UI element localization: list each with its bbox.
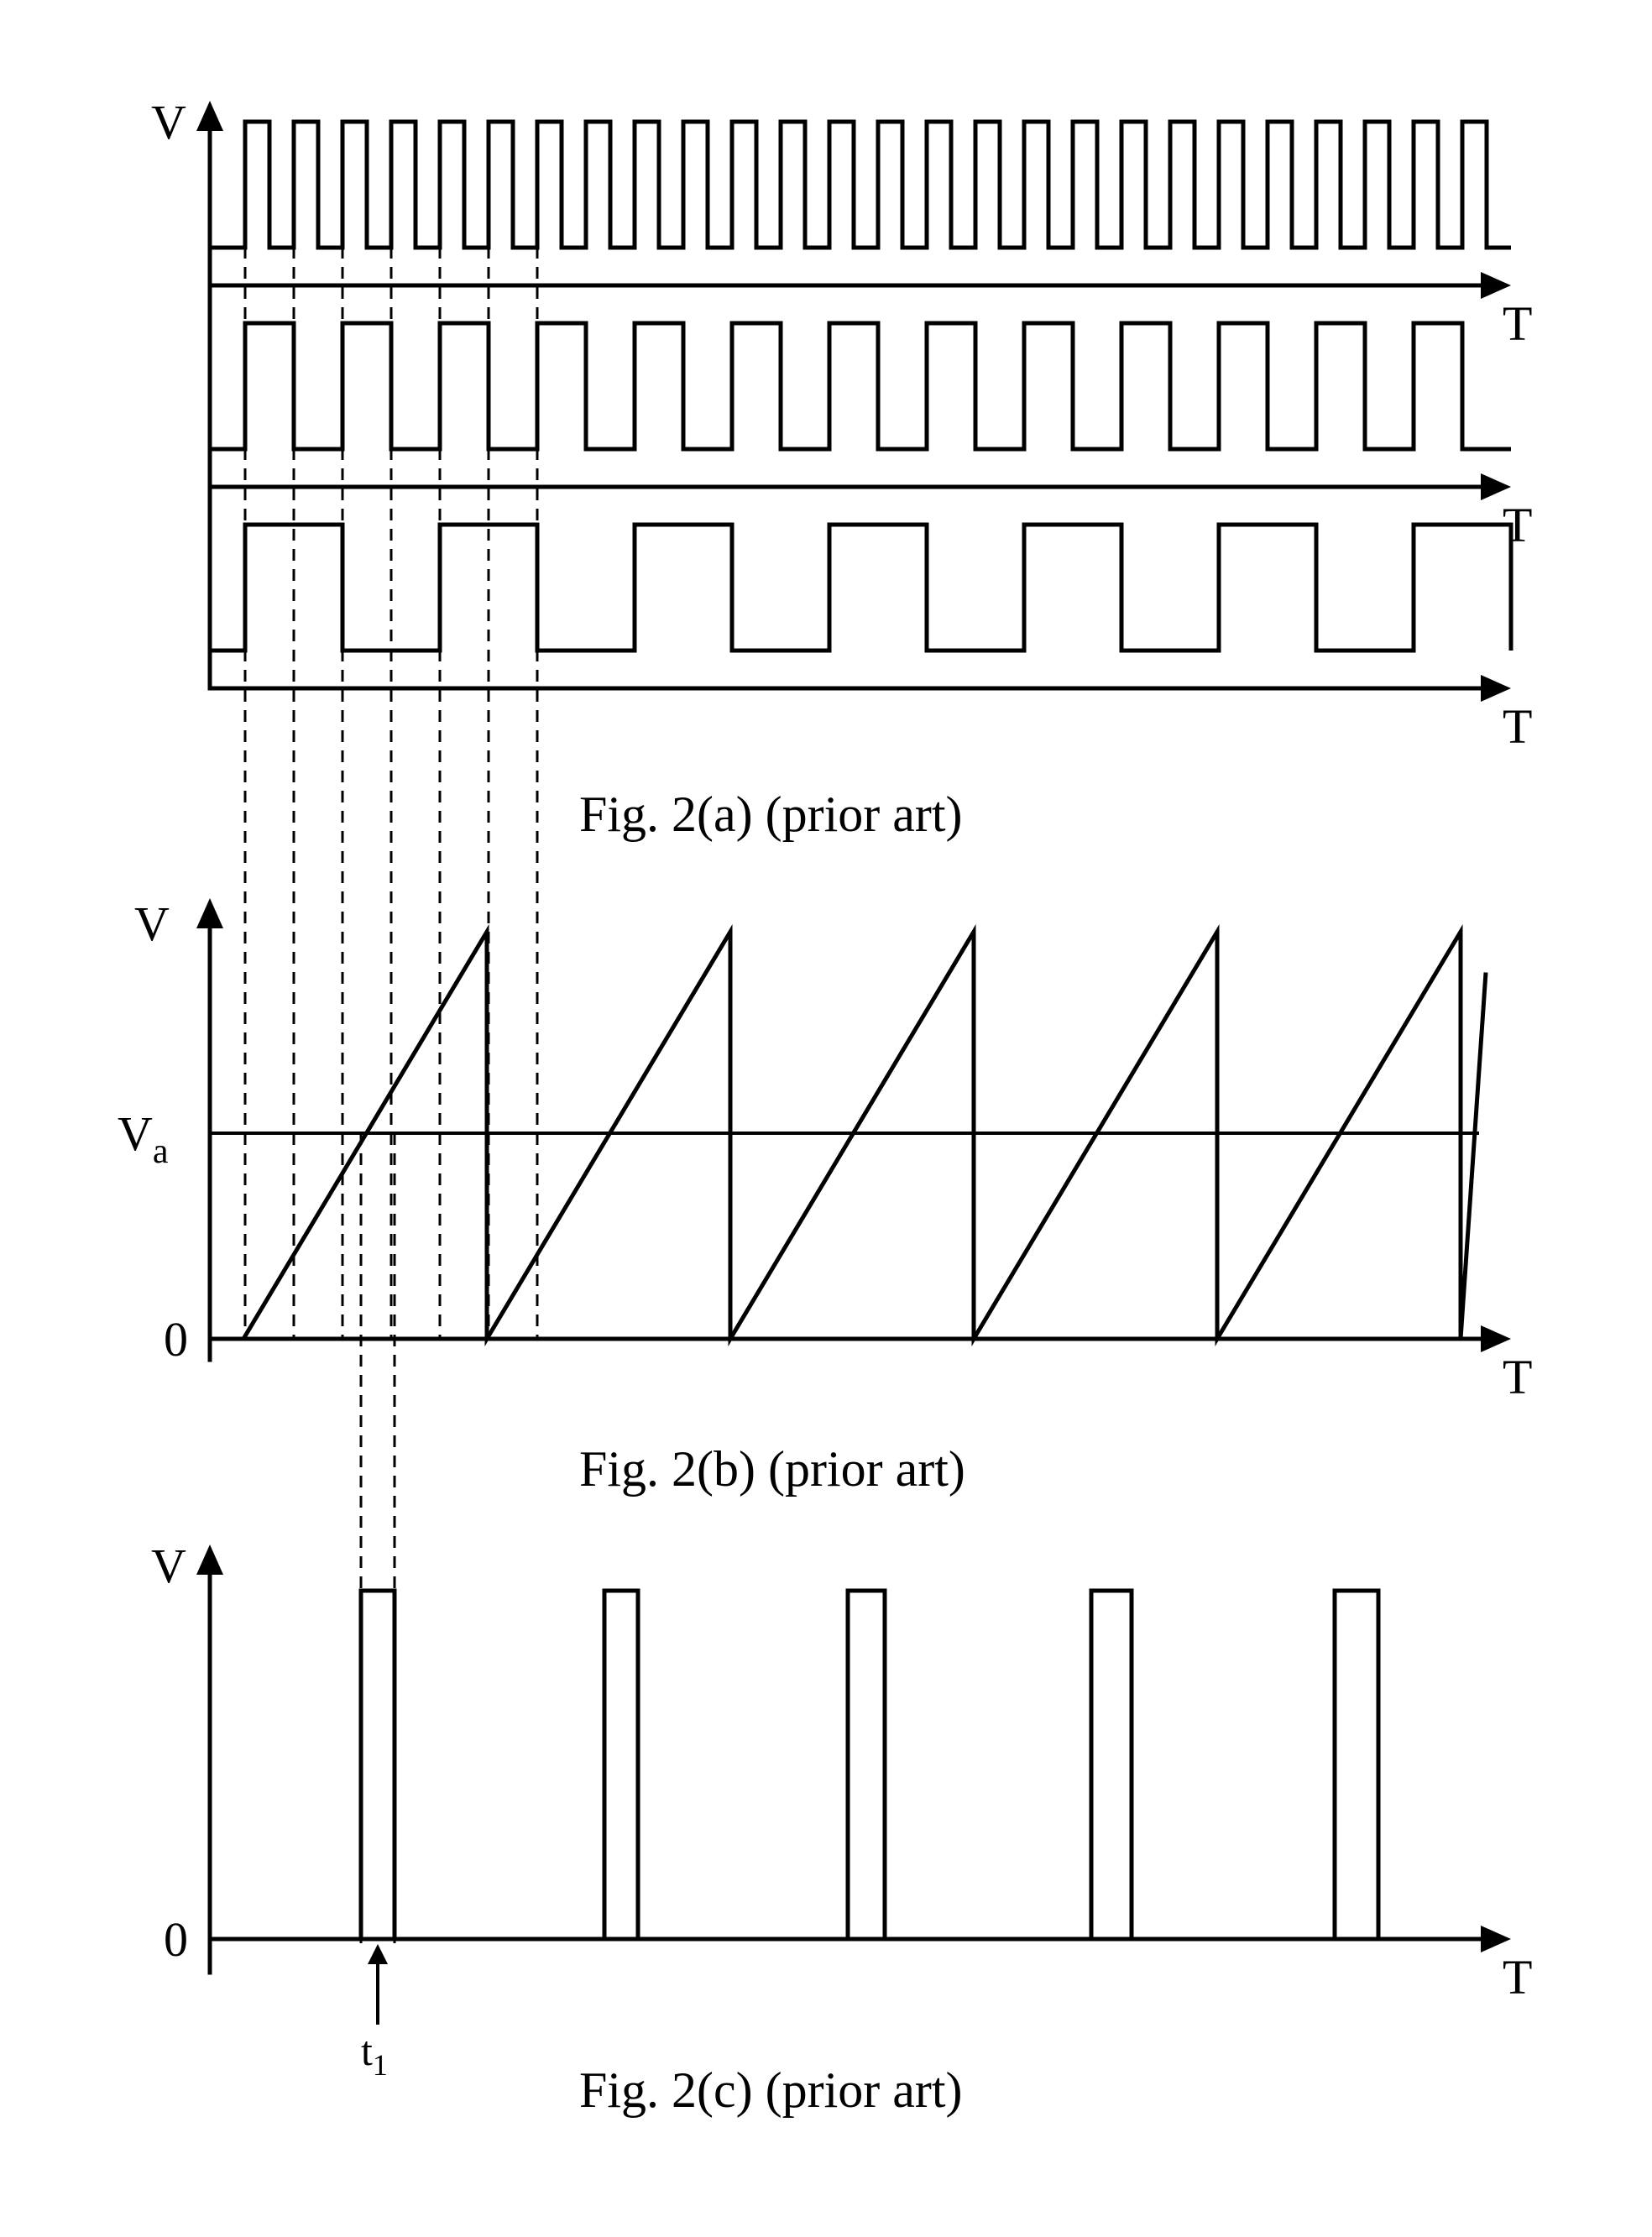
- svg-text:V: V: [151, 1539, 186, 1593]
- svg-text:t1: t1: [361, 2027, 388, 2082]
- svg-text:T: T: [1503, 296, 1532, 351]
- svg-text:V: V: [151, 95, 186, 149]
- svg-text:Fig. 2(a) (prior art): Fig. 2(a) (prior art): [579, 787, 963, 842]
- svg-text:Va: Va: [118, 1106, 169, 1171]
- svg-text:T: T: [1503, 1350, 1532, 1404]
- svg-text:Fig. 2(c) (prior art): Fig. 2(c) (prior art): [579, 2062, 963, 2118]
- svg-text:0: 0: [164, 1912, 188, 1967]
- svg-text:T: T: [1503, 699, 1532, 754]
- svg-text:Fig. 2(b) (prior art): Fig. 2(b) (prior art): [579, 1441, 965, 1497]
- svg-text:T: T: [1503, 1950, 1532, 2004]
- svg-text:0: 0: [164, 1312, 188, 1367]
- svg-text:V: V: [134, 896, 170, 951]
